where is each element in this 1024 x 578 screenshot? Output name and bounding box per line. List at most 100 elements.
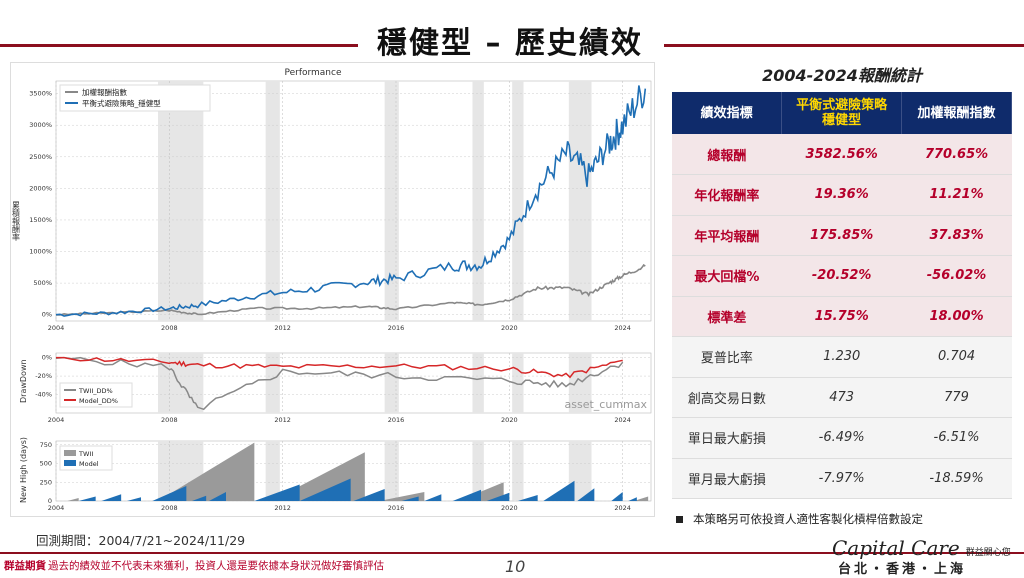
watermark-label: asset_cummax xyxy=(565,398,648,411)
x-tick-label: 2008 xyxy=(161,324,178,332)
model-new-high-area xyxy=(577,488,595,501)
model-new-high-area xyxy=(192,495,207,501)
stats-cell-label: 單月最大虧損 xyxy=(672,458,782,499)
recession-shade xyxy=(384,441,399,501)
nh-tick-label: 0 xyxy=(48,497,52,505)
stats-cell-twii: 11.21% xyxy=(901,174,1012,216)
model-series-line xyxy=(55,85,647,317)
stats-cell-model: 175.85% xyxy=(781,215,902,256)
recession-shade xyxy=(512,353,524,413)
stats-cell-twii: 18.00% xyxy=(901,296,1012,337)
x-tick-label: 2008 xyxy=(161,416,178,424)
recession-shade xyxy=(568,353,592,413)
x-tick-label: 2004 xyxy=(48,504,65,512)
model-new-high-area xyxy=(353,489,385,501)
nh-axis-label: New High (days) xyxy=(19,437,28,503)
stats-cell-label: 創高交易日數 xyxy=(672,377,782,418)
recession-shade xyxy=(384,81,399,321)
y-tick-label: 3500% xyxy=(29,90,52,98)
stats-header-twii: 加權報酬指數 xyxy=(901,92,1012,134)
model-new-high-area xyxy=(101,494,122,501)
x-tick-label: 2016 xyxy=(388,504,405,512)
page-number: 10 xyxy=(505,557,526,576)
model-new-high-area xyxy=(517,495,538,501)
stats-row: 單日最大虧損 -6.49% -6.51% xyxy=(672,417,1012,459)
stats-header-metric: 績效指標 xyxy=(672,92,783,134)
stats-header-row: 績效指標 平衡式避險策略 穩健型 加權報酬指數 xyxy=(672,92,1012,134)
bullet-square-icon xyxy=(676,516,683,523)
legend-label: Model_DD% xyxy=(79,397,118,405)
y-tick-label: 2500% xyxy=(29,153,52,161)
twii-new-high-area xyxy=(634,496,649,501)
twii-new-high-area xyxy=(67,498,79,501)
y-tick-label: 2000% xyxy=(29,184,52,192)
nh-legend xyxy=(59,445,113,471)
recession-shade xyxy=(472,441,484,501)
model-new-high-area xyxy=(78,496,96,501)
cities: 台北・香港・上海 xyxy=(838,562,967,577)
x-tick-label: 2016 xyxy=(388,416,405,424)
stats-row: 創高交易日數 473 779 xyxy=(672,377,1012,418)
model-new-high-area xyxy=(152,486,187,501)
footer-rule xyxy=(0,552,1024,554)
brand-name: 群益期貨 xyxy=(4,560,46,572)
stats-cell-model: 3582.56% xyxy=(781,134,902,175)
model-new-high-area xyxy=(611,492,623,501)
stats-cell-model: 473 xyxy=(781,377,902,418)
dd-tick-label: -20% xyxy=(35,372,52,380)
y-tick-label: 1500% xyxy=(29,216,52,224)
recession-shade xyxy=(472,353,484,413)
stats-cell-label: 標準差 xyxy=(672,296,782,337)
stats-cell-label: 年平均報酬 xyxy=(672,215,782,256)
legend-label: 平衡式避險策略_穩健型 xyxy=(82,98,161,108)
stats-table: 績效指標 平衡式避險策略 穩健型 加權報酬指數 總報酬 3582.56% 770.6… xyxy=(672,92,1012,499)
legend-swatch xyxy=(64,460,76,466)
legend-box xyxy=(59,382,133,408)
stats-cell-twii: -56.02% xyxy=(901,255,1012,297)
stats-cell-model: -6.49% xyxy=(781,417,902,459)
model-new-high-area xyxy=(299,478,351,501)
chart-panel-frame xyxy=(55,80,652,322)
backtest-period: 回測期間：2004/7/21~2024/11/29 xyxy=(36,533,246,548)
x-tick-label: 2020 xyxy=(501,504,518,512)
x-tick-label: 2016 xyxy=(388,324,405,332)
stats-cell-twii: 37.83% xyxy=(901,215,1012,256)
nh-tick-label: 750 xyxy=(40,441,52,449)
stats-cell-model: -7.97% xyxy=(781,458,902,499)
stats-cell-model: 15.75% xyxy=(781,296,902,337)
performance-chart-panel: Performance 3500% 3000% 2500% 2000% 1500% 1000… xyxy=(10,62,655,517)
x-tick-label: 2004 xyxy=(48,324,65,332)
twii-dd-line xyxy=(55,356,624,411)
title-rule-left xyxy=(0,44,358,47)
legend-label: TWII xyxy=(78,450,93,458)
disclaimer: 群益期貨 過去的績效並不代表未來獲利，投資人還是要依據本身狀況做好審慎評估 xyxy=(4,558,384,573)
recession-shade xyxy=(512,81,524,321)
main-legend xyxy=(59,84,211,112)
model-dd-line xyxy=(56,356,623,379)
stats-cell-twii: -6.51% xyxy=(901,417,1012,459)
stats-row: 年平均報酬 175.85% 37.83% xyxy=(672,215,1012,256)
x-tick-label: 2012 xyxy=(274,504,291,512)
stats-row: 總報酬 3582.56% 770.65% xyxy=(672,134,1012,175)
page-title: 穩健型 – 歷史績效 xyxy=(377,26,643,61)
title-rule-right xyxy=(664,44,1024,47)
stats-cell-label: 年化報酬率 xyxy=(672,174,782,216)
y-tick-label: 1000% xyxy=(29,248,52,256)
strategy-note-text: 本策略另可依投資人適性客製化槓桿倍數設定 xyxy=(693,512,923,526)
capital-care-logo: Capital Care 群益關心您 xyxy=(832,536,1011,560)
stats-title: 2004-2024報酬統計 xyxy=(762,66,922,85)
stats-header-model: 平衡式避險策略 穩健型 xyxy=(781,92,903,134)
stats-cell-label: 總報酬 xyxy=(672,134,782,175)
stats-cell-label: 單日最大虧損 xyxy=(672,417,782,459)
x-tick-label: 2024 xyxy=(614,504,631,512)
dd-legend xyxy=(59,382,133,408)
model-new-high-area xyxy=(628,497,637,501)
x-tick-label: 2020 xyxy=(501,324,518,332)
recession-shade xyxy=(472,81,484,321)
recession-shade xyxy=(265,441,280,501)
stats-cell-twii: 770.65% xyxy=(901,134,1012,175)
nh-tick-label: 500 xyxy=(40,460,52,468)
strategy-note: 本策略另可依投資人適性客製化槓桿倍數設定 xyxy=(676,511,923,527)
y-tick-label: 500% xyxy=(33,279,52,287)
